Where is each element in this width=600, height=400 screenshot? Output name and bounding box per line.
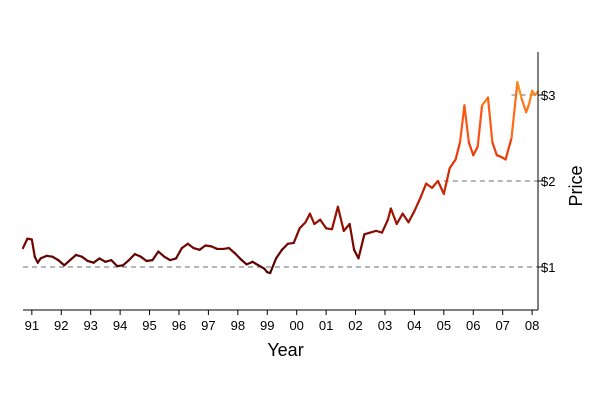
price-line-segment — [157, 250, 166, 258]
price-line-segment — [319, 218, 328, 230]
price-line-segment — [458, 104, 466, 144]
price-line-segment — [342, 222, 351, 232]
price-line-segment — [413, 197, 422, 213]
price-line-segment — [336, 205, 345, 232]
reference-lines — [23, 94, 538, 268]
x-tick-label: 96 — [172, 318, 186, 333]
price-line-segment — [520, 98, 528, 114]
price-line-segment — [525, 102, 531, 114]
price-line-segment — [68, 253, 78, 262]
price-line-segment — [233, 252, 242, 261]
x-tick-label: 98 — [231, 318, 245, 333]
x-tick-label: 01 — [319, 318, 333, 333]
x-tick-label: 95 — [142, 318, 156, 333]
price-line-segment — [357, 233, 366, 260]
price-line-segment — [330, 205, 339, 231]
price-line-segment — [516, 80, 523, 101]
price-line-segment — [380, 218, 390, 234]
price-line-segment — [472, 145, 479, 157]
price-line-segment — [476, 104, 484, 148]
price-line-segment — [186, 242, 195, 250]
x-axis-title: Year — [267, 340, 303, 360]
price-line-segment — [348, 222, 356, 251]
x-tick-label: 07 — [495, 318, 509, 333]
price-line-segment — [401, 212, 410, 224]
price-line-segment — [467, 141, 475, 157]
price-line-segment — [454, 141, 462, 161]
price-line-segment — [269, 257, 278, 275]
axes: 91 92 93 94 95 96 97 98 99 00 01 02 03 04 05 06 07 08 $1 $2… — [23, 52, 555, 333]
x-tick-label: 02 — [348, 318, 362, 333]
y-tick-label: $3 — [541, 88, 555, 103]
price-line-segment — [257, 264, 266, 270]
y-axis-title: Price — [566, 165, 586, 206]
price-line-segment — [486, 96, 494, 144]
price-line-segment — [308, 212, 316, 226]
price-line-segment — [448, 158, 457, 170]
price-line-segment — [389, 207, 398, 226]
price-line-segment — [198, 244, 207, 251]
x-tick-label: 99 — [260, 318, 274, 333]
price-line-segment — [174, 246, 184, 260]
price-line-segment — [292, 227, 301, 245]
price-line-segment — [163, 255, 172, 262]
price-line-segment — [395, 212, 404, 226]
price-line-segment — [251, 260, 260, 267]
price-line-segment — [386, 207, 392, 221]
price-line-segment — [510, 80, 519, 140]
price-series — [21, 80, 540, 275]
price-line-segment — [227, 246, 236, 255]
x-tick-label: 06 — [466, 318, 480, 333]
price-line-segment — [304, 212, 312, 224]
price-line-segment — [419, 182, 428, 200]
price-line-segment — [80, 255, 89, 263]
price-line-segment — [121, 259, 131, 267]
x-tick-label: 04 — [407, 318, 421, 333]
price-line-segment — [280, 242, 289, 251]
price-line-segment — [139, 255, 148, 263]
price-line-segment — [313, 218, 322, 226]
price-line-segment — [127, 253, 136, 262]
price-line-segment — [528, 89, 534, 105]
price-line-segment — [407, 210, 416, 224]
price-line-segment — [491, 141, 498, 157]
price-line-segment — [430, 179, 440, 189]
price-line-segment — [274, 248, 284, 260]
x-tick-label: 91 — [25, 318, 39, 333]
x-tick-label: 92 — [54, 318, 68, 333]
price-line-segment — [110, 259, 119, 268]
x-tick-label: 08 — [525, 318, 539, 333]
x-tick-label: 94 — [113, 318, 127, 333]
price-line-segment — [442, 167, 451, 195]
price-line-segment — [151, 250, 160, 262]
y-tick-label: $2 — [541, 174, 555, 189]
price-line-segment — [463, 104, 470, 144]
x-tick-label: 00 — [289, 318, 303, 333]
price-line-segment — [480, 96, 490, 107]
x-tick-label: 03 — [378, 318, 392, 333]
price-line-segment — [30, 238, 36, 258]
x-tick-label: 93 — [83, 318, 97, 333]
price-line-segment — [51, 255, 60, 262]
x-tick-label: 05 — [437, 318, 451, 333]
x-tick-label: 97 — [201, 318, 215, 333]
y-tick-label: $1 — [541, 260, 555, 275]
price-line-segment — [239, 258, 248, 266]
price-line-segment — [21, 237, 29, 250]
price-line-segment — [298, 221, 307, 230]
price-line-segment — [98, 257, 107, 263]
price-line-segment — [436, 179, 445, 195]
price-line-segment — [425, 182, 434, 189]
price-line-segment — [92, 257, 101, 264]
price-line-segment — [63, 259, 72, 267]
price-line-segment — [504, 136, 513, 161]
price-line-segment — [57, 259, 66, 267]
price-line-segment — [180, 242, 189, 250]
